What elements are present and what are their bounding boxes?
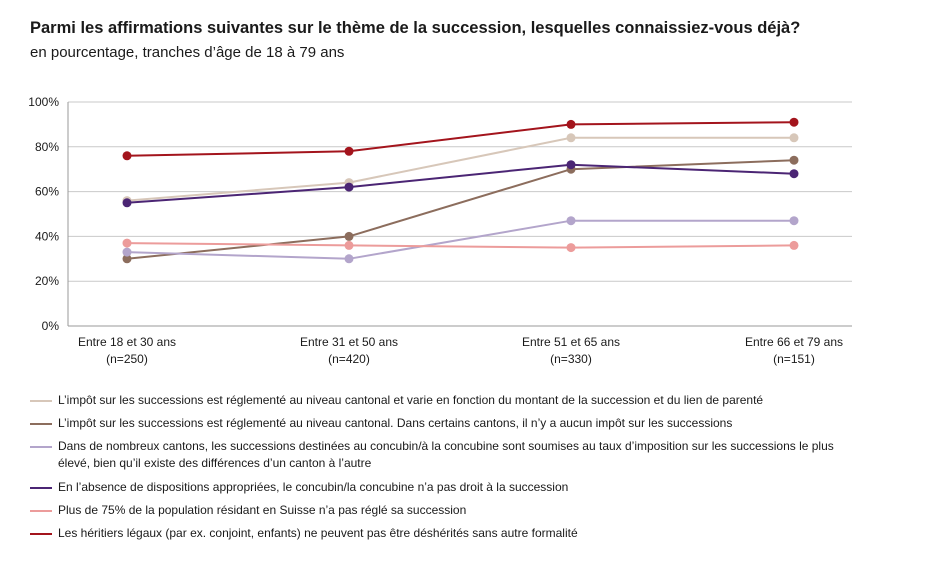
data-point xyxy=(122,247,132,257)
data-point xyxy=(122,238,132,248)
data-point xyxy=(789,117,799,127)
series-line xyxy=(126,121,795,157)
y-tick-label: 100% xyxy=(28,95,59,109)
legend-item: Dans de nombreux cantons, les succession… xyxy=(30,438,848,472)
data-point xyxy=(789,216,799,226)
x-tick-sample-size: (n=250) xyxy=(106,352,148,366)
data-point xyxy=(566,119,576,129)
y-tick-label: 60% xyxy=(35,185,59,199)
y-tick-label: 20% xyxy=(35,274,59,288)
data-point xyxy=(566,216,576,226)
data-point xyxy=(789,133,799,143)
x-tick-label: Entre 51 et 65 ans xyxy=(522,335,620,349)
y-tick-label: 80% xyxy=(35,140,59,154)
series-line xyxy=(126,136,794,202)
chart-title: Parmi les affirmations suivantes sur le … xyxy=(30,19,801,37)
data-point xyxy=(344,254,354,264)
data-point xyxy=(566,133,576,143)
y-tick-label: 0% xyxy=(42,319,60,333)
series-line xyxy=(126,219,794,260)
data-point xyxy=(789,240,799,250)
x-tick-sample-size: (n=330) xyxy=(550,352,592,366)
data-point xyxy=(122,254,132,264)
data-point xyxy=(789,155,799,165)
y-tick-label: 40% xyxy=(35,229,59,243)
data-point xyxy=(344,231,354,241)
chart-subtitle: en pourcentage, tranches d’âge de 18 à 7… xyxy=(30,44,345,61)
data-point xyxy=(122,151,132,161)
x-tick-sample-size: (n=420) xyxy=(328,352,370,366)
x-tick-label: Entre 18 et 30 ans xyxy=(78,335,176,349)
data-point xyxy=(344,240,354,250)
data-point xyxy=(344,146,354,156)
legend-item: Plus de 75% de la population résidant en… xyxy=(30,502,930,519)
legend-swatch xyxy=(30,510,52,512)
legend-swatch xyxy=(30,400,52,402)
series-line xyxy=(126,163,795,204)
legend-swatch xyxy=(30,446,52,448)
data-point xyxy=(566,160,576,170)
x-tick-label: Entre 31 et 50 ans xyxy=(300,335,398,349)
legend-item: Les héritiers légaux (par ex. conjoint, … xyxy=(30,525,930,542)
data-point xyxy=(122,198,132,208)
series-line xyxy=(126,159,795,260)
legend-item: En l’absence de dispositions appropriées… xyxy=(30,479,930,496)
legend-swatch xyxy=(30,487,52,489)
legend-item: L’impôt sur les successions est réglemen… xyxy=(30,392,930,409)
legend-swatch xyxy=(30,533,52,535)
data-point xyxy=(344,182,354,192)
legend-label: Plus de 75% de la population résidant en… xyxy=(58,503,467,517)
line-chart: 0% 20% 40% 60% 80% 100% Entre 18 et 30 ans (n=2… xyxy=(28,95,852,366)
legend-label: Les héritiers légaux (par ex. conjoint, … xyxy=(58,526,578,540)
legend-item: L’impôt sur les successions est réglemen… xyxy=(30,415,930,432)
legend-label: En l’absence de dispositions appropriées… xyxy=(58,480,569,494)
data-point xyxy=(566,243,576,253)
chart-legend: L’impôt sur les successions est réglemen… xyxy=(30,392,930,548)
data-point xyxy=(789,169,799,179)
legend-label: L’impôt sur les successions est réglemen… xyxy=(58,416,733,430)
series-line xyxy=(126,242,795,249)
x-tick-label: Entre 66 et 79 ans xyxy=(745,335,843,349)
legend-label: L’impôt sur les successions est réglemen… xyxy=(58,393,764,407)
x-tick-sample-size: (n=151) xyxy=(773,352,815,366)
legend-swatch xyxy=(30,423,52,425)
legend-label: Dans de nombreux cantons, les succession… xyxy=(58,439,834,470)
